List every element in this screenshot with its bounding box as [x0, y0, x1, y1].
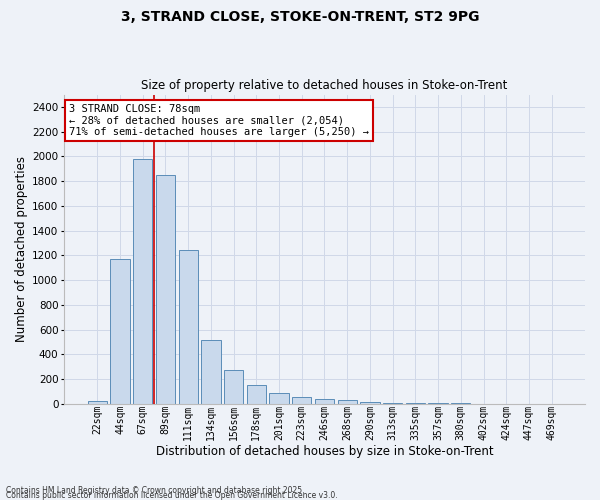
Bar	[383, 403, 402, 404]
Bar	[88, 400, 107, 404]
Bar	[292, 397, 311, 404]
Bar	[360, 402, 380, 404]
Bar	[315, 400, 334, 404]
Y-axis label: Number of detached properties: Number of detached properties	[15, 156, 28, 342]
Bar	[110, 259, 130, 404]
Text: Contains public sector information licensed under the Open Government Licence v3: Contains public sector information licen…	[6, 491, 338, 500]
Text: 3 STRAND CLOSE: 78sqm
← 28% of detached houses are smaller (2,054)
71% of semi-d: 3 STRAND CLOSE: 78sqm ← 28% of detached …	[69, 104, 369, 137]
Bar	[338, 400, 357, 404]
Title: Size of property relative to detached houses in Stoke-on-Trent: Size of property relative to detached ho…	[141, 79, 508, 92]
Text: 3, STRAND CLOSE, STOKE-ON-TRENT, ST2 9PG: 3, STRAND CLOSE, STOKE-ON-TRENT, ST2 9PG	[121, 10, 479, 24]
Bar	[406, 403, 425, 404]
Bar	[224, 370, 243, 404]
Bar	[269, 392, 289, 404]
Bar	[179, 250, 198, 404]
Text: Contains HM Land Registry data © Crown copyright and database right 2025.: Contains HM Land Registry data © Crown c…	[6, 486, 305, 495]
Bar	[201, 340, 221, 404]
Bar	[133, 160, 152, 404]
Bar	[247, 384, 266, 404]
Bar	[156, 175, 175, 404]
X-axis label: Distribution of detached houses by size in Stoke-on-Trent: Distribution of detached houses by size …	[155, 444, 493, 458]
